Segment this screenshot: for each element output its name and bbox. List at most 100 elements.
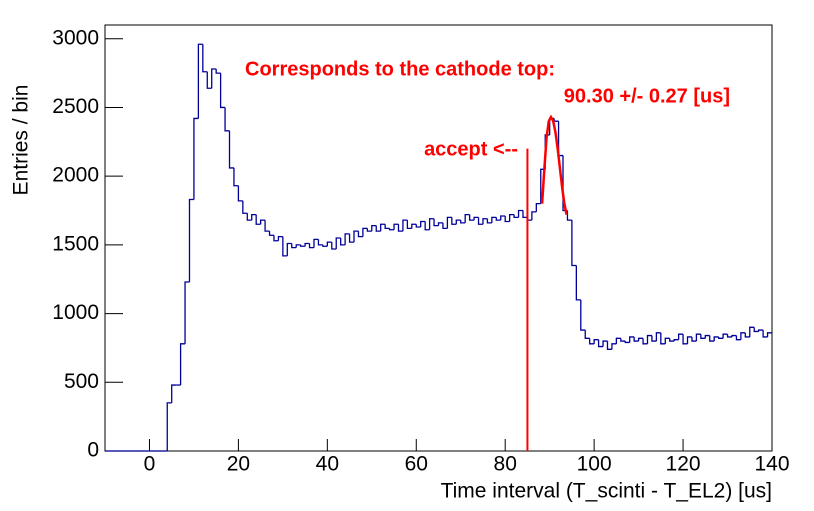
histogram-bin (291, 243, 297, 249)
annotation: accept <-- (424, 138, 518, 160)
y-tick-label: 0 (87, 439, 99, 462)
annotation: Corresponds to the cathode top: (245, 58, 555, 80)
histogram-bin (695, 333, 701, 342)
histogram-bin (473, 216, 479, 221)
histogram-bin (215, 68, 221, 74)
histogram-bin (651, 335, 657, 342)
histogram-bin (300, 244, 306, 247)
histogram-bin (691, 336, 697, 342)
histogram-bin (735, 335, 741, 341)
histogram-bin (491, 216, 497, 223)
histogram-bin (348, 233, 355, 243)
histogram-bin (584, 330, 590, 339)
histogram-bin (682, 334, 688, 345)
y-tick-label: 1000 (52, 301, 99, 324)
histogram-bin (326, 241, 332, 247)
histogram-bin (486, 218, 492, 224)
histogram-bin (580, 299, 586, 331)
y-axis-title: Entries / bin (10, 85, 33, 196)
histogram-bin (508, 213, 515, 222)
histogram-bin (255, 214, 261, 225)
histogram-bin (451, 217, 457, 225)
histogram-bin (611, 343, 617, 350)
histogram-bin (344, 233, 350, 245)
histogram-bin (415, 224, 421, 228)
histogram-bin (664, 337, 670, 344)
histogram-bin (273, 235, 279, 242)
histogram-bin (464, 213, 470, 223)
histogram-bin (228, 130, 234, 169)
histogram-bin (388, 228, 395, 231)
histogram-bin (171, 384, 177, 403)
histogram-bin (242, 200, 248, 214)
histogram-bin (620, 338, 626, 342)
histogram-bin (624, 341, 630, 344)
histogram-bin (437, 222, 443, 226)
histogram-bin (202, 44, 208, 73)
histogram-bin (286, 242, 292, 256)
histogram-bin (593, 339, 599, 344)
histogram-bin (384, 224, 390, 230)
fit-curve (540, 114, 568, 215)
histogram-bin (717, 336, 724, 339)
histogram-bin (237, 185, 243, 202)
histogram-bin (304, 242, 310, 247)
x-tick-label: 80 (494, 453, 517, 476)
histogram-bin (166, 402, 172, 451)
histogram-bin (758, 329, 764, 332)
histogram-bin (642, 338, 648, 345)
histogram-bin (335, 237, 341, 249)
x-tick-label: 120 (666, 453, 701, 476)
histogram-bin (295, 244, 301, 248)
histogram-bin (597, 339, 604, 348)
histogram-bin (700, 334, 706, 339)
histogram-bin (193, 117, 199, 200)
histogram-bin (633, 336, 639, 342)
histogram-bin (197, 43, 203, 119)
histogram-bin (553, 118, 559, 122)
histogram-bin (722, 333, 728, 339)
histogram-bin (446, 216, 452, 229)
histogram-bin (602, 340, 608, 347)
histogram-bin (522, 210, 528, 219)
histogram-bin (646, 334, 652, 344)
histogram-bin (308, 243, 314, 249)
histogram-bin (571, 220, 577, 267)
histogram-bin (495, 217, 501, 221)
histogram-bin (331, 242, 337, 250)
histogram-bin (713, 336, 719, 342)
histogram-bin (402, 219, 408, 232)
y-tick-label: 2000 (52, 164, 99, 187)
histogram-bin (264, 220, 270, 232)
histogram-bin (673, 339, 679, 342)
histogram-bin (277, 235, 283, 241)
histogram-bin (406, 220, 412, 230)
histogram-bin (677, 333, 684, 340)
histogram-bin (629, 336, 635, 343)
histogram-bin (669, 338, 675, 342)
histogram-bin (322, 244, 328, 247)
histogram-bin (184, 281, 190, 344)
histogram-bin (411, 223, 417, 229)
histogram-bin (749, 326, 755, 337)
histogram-bin (762, 330, 768, 338)
histogram-bin (233, 167, 239, 187)
x-tick-label: 140 (754, 453, 789, 476)
histogram-bin (726, 334, 732, 338)
histogram-bin (460, 220, 466, 224)
histogram-bin (517, 209, 523, 218)
histogram-bin (766, 332, 772, 337)
histogram-bin (313, 238, 319, 248)
histogram-bin (188, 198, 194, 282)
histogram-bin (566, 210, 572, 221)
histogram-bin (246, 213, 252, 221)
x-tick-label: 0 (144, 453, 156, 476)
histogram-bin (686, 336, 692, 344)
histogram-bin (211, 68, 217, 89)
histogram-bin (282, 236, 288, 257)
histogram-bin (433, 218, 439, 227)
histogram-bin (420, 220, 426, 228)
histogram-bin (468, 214, 475, 221)
